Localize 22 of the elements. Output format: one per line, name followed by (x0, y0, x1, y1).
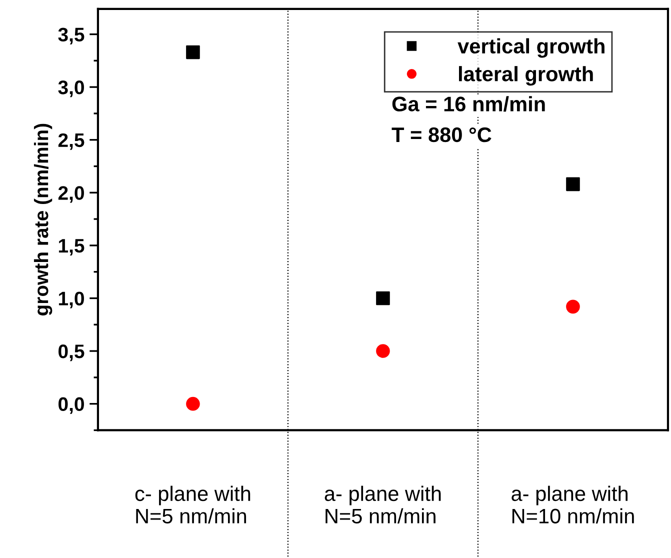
y-axis-title: growth rate (nm/min) (34, 124, 52, 316)
y-tick-label: 3,5 (58, 28, 84, 44)
point (566, 300, 580, 314)
y-tick-label: 2,5 (58, 133, 84, 150)
point (566, 177, 580, 192)
y-tick-label: 1,0 (58, 292, 84, 308)
point (376, 291, 390, 306)
point (186, 396, 200, 411)
y-tick-label: 0,5 (58, 344, 84, 362)
legend-label: vertical growth (458, 38, 604, 58)
x-tick-label: c- plane with N=5 nm/min (135, 486, 250, 524)
annotation: T = 880 °C (392, 127, 492, 142)
point (376, 344, 390, 358)
y-tick-label: 2,0 (58, 186, 84, 203)
x-tick-label: a- plane with N=5 nm/min (324, 486, 441, 524)
point (186, 45, 200, 60)
x-tick-label: a- plane with N=10 nm/min (512, 486, 634, 524)
annotation: Ga = 16 nm/min (392, 96, 545, 112)
y-tick-label: 1,5 (58, 239, 84, 256)
legend-label: lateral growth (458, 66, 593, 86)
y-tick-label: 3,0 (58, 80, 84, 98)
y-tick-label: 0,0 (58, 397, 84, 414)
